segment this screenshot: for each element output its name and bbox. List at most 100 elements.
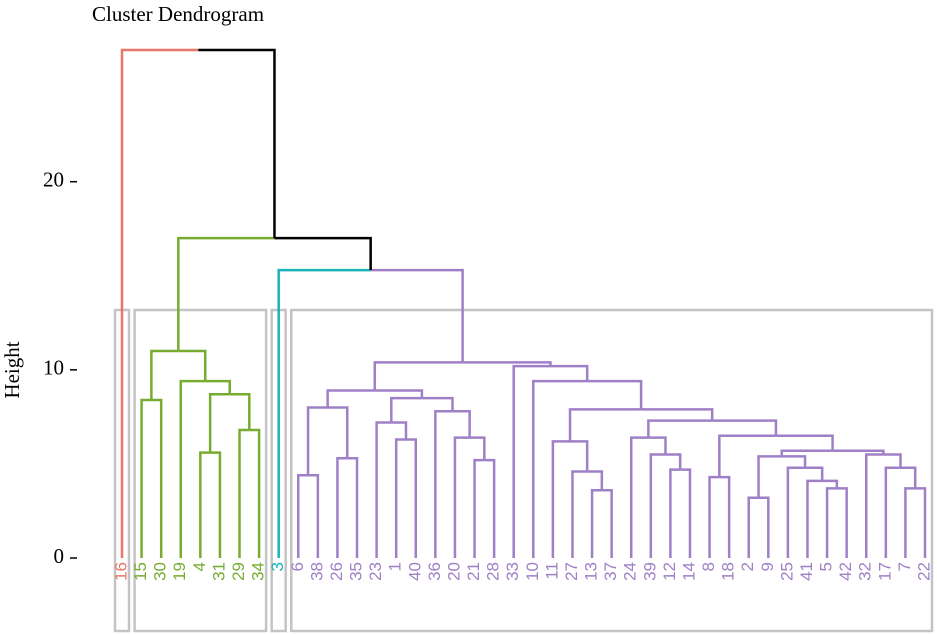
leaf-label: 39 (640, 562, 659, 581)
dendrogram-link (571, 470, 588, 558)
leaf-label: 7 (895, 562, 914, 571)
leaf-label: 41 (797, 562, 816, 581)
dendrogram-link (757, 455, 782, 498)
leaf-label: 6 (288, 562, 307, 571)
dendrogram-link (229, 393, 251, 431)
dendrogram-link (434, 409, 453, 558)
dendrogram-link (390, 396, 422, 423)
leaf-label: 35 (347, 562, 366, 581)
dendrogram-link (297, 473, 309, 558)
dendrogram-link (805, 466, 824, 481)
leaf-label: 21 (464, 562, 483, 581)
dendrogram-link (780, 449, 833, 457)
leaf-label: 24 (621, 562, 640, 581)
dendrogram-link (274, 236, 372, 271)
leaf-label: 19 (170, 562, 189, 581)
leaf-label: 33 (503, 562, 522, 581)
leaf-label: 28 (484, 562, 503, 581)
leaf-label: 15 (131, 562, 150, 581)
dendrogram-link (140, 398, 152, 558)
leaf-label: 36 (425, 562, 444, 581)
dendrogram-link (150, 349, 179, 400)
dendrogram-link (568, 408, 642, 442)
dendrogram-link (327, 406, 349, 459)
leaf-label: 14 (679, 562, 698, 581)
dendrogram-link (512, 364, 551, 558)
dendrogram-link (452, 409, 471, 438)
dendrogram-link (374, 389, 424, 399)
leaf-label: 22 (914, 562, 933, 581)
leaf-label: 11 (542, 562, 561, 580)
leaf-label: 23 (366, 562, 385, 581)
dendrogram-link (277, 268, 371, 558)
dendrogram-link (550, 364, 589, 382)
dendrogram-link (836, 487, 848, 558)
dendrogram-link (199, 451, 211, 558)
leaf-label: 31 (209, 562, 228, 581)
dendrogram-link (198, 48, 276, 239)
dendrogram-link (570, 440, 589, 472)
dendrogram-link (177, 236, 275, 352)
leaf-label: 2 (738, 562, 757, 571)
dendrogram-link (915, 487, 927, 558)
dendrogram-link (347, 457, 359, 558)
leaf-label: 42 (836, 562, 855, 581)
dendrogram-link (825, 487, 837, 558)
cluster-box (290, 308, 934, 633)
dendrogram-link (758, 496, 770, 558)
dendrogram-link (781, 455, 807, 468)
dendrogram-link (832, 449, 885, 455)
dendrogram-link (178, 349, 207, 382)
leaf-label: 37 (601, 562, 620, 581)
dendrogram-link (421, 396, 454, 412)
dendrogram-link (370, 268, 464, 363)
dendrogram-link (649, 453, 666, 558)
dendrogram-link (205, 379, 231, 395)
leaf-label: 26 (327, 562, 346, 581)
dendrogram-link (532, 379, 588, 558)
dendrogram-link (151, 398, 163, 558)
dendrogram-link (641, 408, 714, 421)
dendrogram-link (462, 361, 552, 367)
leaf-label: 30 (151, 562, 170, 581)
leaf-label: 13 (582, 562, 601, 581)
dendrogram-link (884, 466, 901, 558)
dendrogram-link (249, 428, 261, 558)
leaf-label: 10 (523, 562, 542, 581)
dendrogram-link (680, 468, 692, 558)
dendrogram-link (669, 468, 681, 558)
dendrogram-link (718, 434, 776, 478)
dendrogram-link (587, 470, 604, 491)
y-tick-label: 10 (43, 356, 64, 380)
dendrogram-link (336, 457, 348, 558)
leaf-label: 25 (777, 562, 796, 581)
leaf-label: 32 (856, 562, 875, 581)
leaf-label: 12 (660, 562, 679, 581)
leaf-label: 20 (444, 562, 463, 581)
dendrogram-link (210, 451, 222, 558)
dendrogram-link (883, 453, 902, 468)
dendrogram-link (326, 389, 375, 408)
dendrogram-link (208, 393, 230, 453)
dendrogram-link (375, 421, 392, 558)
dendrogram-link (120, 48, 199, 558)
dendrogram-link (775, 434, 834, 451)
dendrogram-link (747, 496, 759, 558)
dendrogram-link (665, 453, 682, 470)
dendrogram-link (712, 419, 778, 436)
leaf-label: 17 (875, 562, 894, 581)
dendrogram-link (708, 475, 720, 558)
dendrogram-link (647, 419, 713, 438)
dendrogram-link (806, 479, 823, 558)
dendrogram-link (308, 473, 320, 558)
y-tick-label: 20 (43, 168, 64, 192)
leaf-label: 40 (405, 562, 424, 581)
dendrogram-link (179, 379, 206, 558)
leaf-label: 5 (817, 562, 836, 571)
dendrogram-link (373, 361, 463, 391)
dendrogram-link (601, 489, 613, 558)
y-axis-label: Height (0, 341, 24, 398)
y-tick-label: 0 (54, 544, 65, 568)
leaf-label: 8 (699, 562, 718, 571)
